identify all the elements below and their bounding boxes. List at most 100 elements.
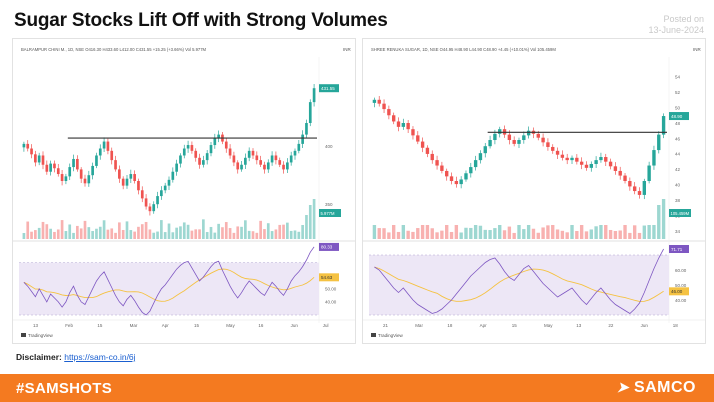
volume-bar bbox=[64, 231, 68, 239]
candle-body bbox=[236, 162, 240, 170]
samco-logo-icon: ➤ bbox=[615, 379, 633, 395]
volume-bar bbox=[623, 225, 627, 239]
candle-body bbox=[121, 178, 125, 186]
rsi-tick-label: 50.00 bbox=[675, 283, 687, 288]
rsi-ma-badge bbox=[669, 287, 689, 296]
volume-bar bbox=[186, 224, 190, 239]
volume-bar bbox=[387, 232, 391, 239]
candle-body bbox=[72, 158, 75, 168]
volume-bar bbox=[209, 226, 213, 239]
time-tick-label: 22 bbox=[608, 323, 614, 328]
disclaimer-link[interactable]: https://sam-co.in/6j bbox=[64, 352, 136, 362]
candle-body bbox=[387, 109, 391, 116]
price-tick-label: 38 bbox=[675, 198, 681, 203]
posted-info: Posted on 13-June-2024 bbox=[648, 14, 704, 36]
price-tick-label: 34 bbox=[675, 229, 681, 234]
candle-body bbox=[270, 155, 274, 163]
time-tick-label: Mar bbox=[130, 323, 138, 328]
candle-body bbox=[98, 148, 102, 156]
candle-body bbox=[202, 160, 205, 165]
time-tick-label: Apr bbox=[162, 323, 170, 328]
volume-bar bbox=[488, 230, 492, 239]
volume-bar bbox=[217, 223, 220, 239]
tradingview-logo-icon bbox=[371, 333, 376, 337]
candle-body bbox=[565, 157, 569, 161]
volume-bar bbox=[312, 199, 316, 239]
rsi-line bbox=[23, 246, 315, 316]
candle-body bbox=[205, 153, 209, 161]
currency-label: INR bbox=[693, 47, 702, 52]
candle-body bbox=[156, 196, 159, 205]
volume-bar bbox=[194, 229, 198, 239]
candle-body bbox=[632, 186, 637, 192]
candle-body bbox=[608, 161, 613, 167]
candle-body bbox=[661, 116, 666, 135]
volume-badge bbox=[669, 209, 691, 217]
volume-value-label: 105.459M bbox=[671, 211, 690, 216]
chart-svg-renuka[interactable]: SHREE RENUKA SUGAR, 1D, NSE O44.95 H48.9… bbox=[363, 39, 705, 343]
candle-body bbox=[91, 165, 94, 176]
time-tick-label: Jun bbox=[291, 323, 299, 328]
chart-svg-balrampur[interactable]: BALRAMPUR CHINI M., 1D, NSE O416.30 H433… bbox=[13, 39, 355, 343]
volume-bar bbox=[198, 229, 201, 239]
volume-bar bbox=[244, 220, 247, 239]
chart-panel-balrampur[interactable]: BALRAMPUR CHINI M., 1D, NSE O416.30 H433… bbox=[12, 38, 356, 344]
volume-bar bbox=[270, 231, 274, 239]
candle-body bbox=[618, 170, 622, 176]
volume-bar bbox=[102, 220, 106, 239]
volume-bar bbox=[68, 224, 72, 239]
candle-body bbox=[372, 99, 377, 103]
candle-body bbox=[589, 163, 593, 168]
volume-bar bbox=[274, 229, 278, 239]
time-tick-label: 15 bbox=[97, 323, 103, 328]
volume-bar bbox=[459, 232, 463, 239]
candle-body bbox=[478, 153, 483, 161]
volume-bar bbox=[114, 232, 117, 239]
posted-label: Posted on bbox=[663, 14, 704, 24]
volume-bar bbox=[125, 221, 129, 239]
candle-body bbox=[555, 150, 560, 155]
candle-body bbox=[56, 168, 60, 175]
time-tick-label: May bbox=[226, 323, 235, 328]
volume-bar bbox=[613, 231, 618, 239]
volume-bar bbox=[37, 227, 41, 239]
candle-body bbox=[53, 163, 56, 169]
candle-body bbox=[37, 155, 41, 163]
volume-bar bbox=[584, 231, 589, 239]
price-tick-label: 40 bbox=[675, 183, 681, 188]
candle-body bbox=[392, 115, 396, 122]
candle-body bbox=[459, 179, 463, 185]
volume-bar bbox=[440, 230, 444, 239]
volume-bar bbox=[255, 232, 259, 239]
time-tick-label: 13 bbox=[576, 323, 582, 328]
volume-bar bbox=[435, 232, 439, 239]
volume-bar bbox=[396, 231, 401, 239]
candle-body bbox=[282, 164, 285, 170]
candle-body bbox=[464, 173, 468, 180]
candle-body bbox=[76, 158, 79, 170]
candle-body bbox=[263, 164, 266, 170]
time-tick-label: May bbox=[544, 323, 553, 328]
candle-body bbox=[293, 150, 297, 156]
candle-body bbox=[445, 170, 449, 177]
volume-bar bbox=[420, 225, 425, 239]
last-price-label: 431.55 bbox=[321, 86, 335, 91]
volume-bar bbox=[79, 228, 83, 239]
candle-body bbox=[522, 135, 526, 141]
candle-body bbox=[420, 141, 425, 148]
candle-body bbox=[247, 150, 251, 158]
volume-bar bbox=[202, 219, 205, 239]
candle-body bbox=[396, 121, 401, 127]
volume-bar bbox=[522, 229, 526, 239]
candle-body bbox=[599, 157, 603, 161]
volume-bar bbox=[652, 225, 656, 239]
candle-body bbox=[167, 179, 171, 186]
volume-bar bbox=[469, 227, 473, 239]
chart-panel-renuka[interactable]: SHREE RENUKA SUGAR, 1D, NSE O44.95 H48.9… bbox=[362, 38, 706, 344]
volume-bar bbox=[144, 221, 148, 239]
volume-bar bbox=[608, 229, 613, 239]
volume-bar bbox=[565, 232, 569, 239]
candle-body bbox=[312, 88, 316, 103]
volume-bar bbox=[41, 221, 45, 239]
price-tick-label: 42 bbox=[675, 167, 681, 172]
